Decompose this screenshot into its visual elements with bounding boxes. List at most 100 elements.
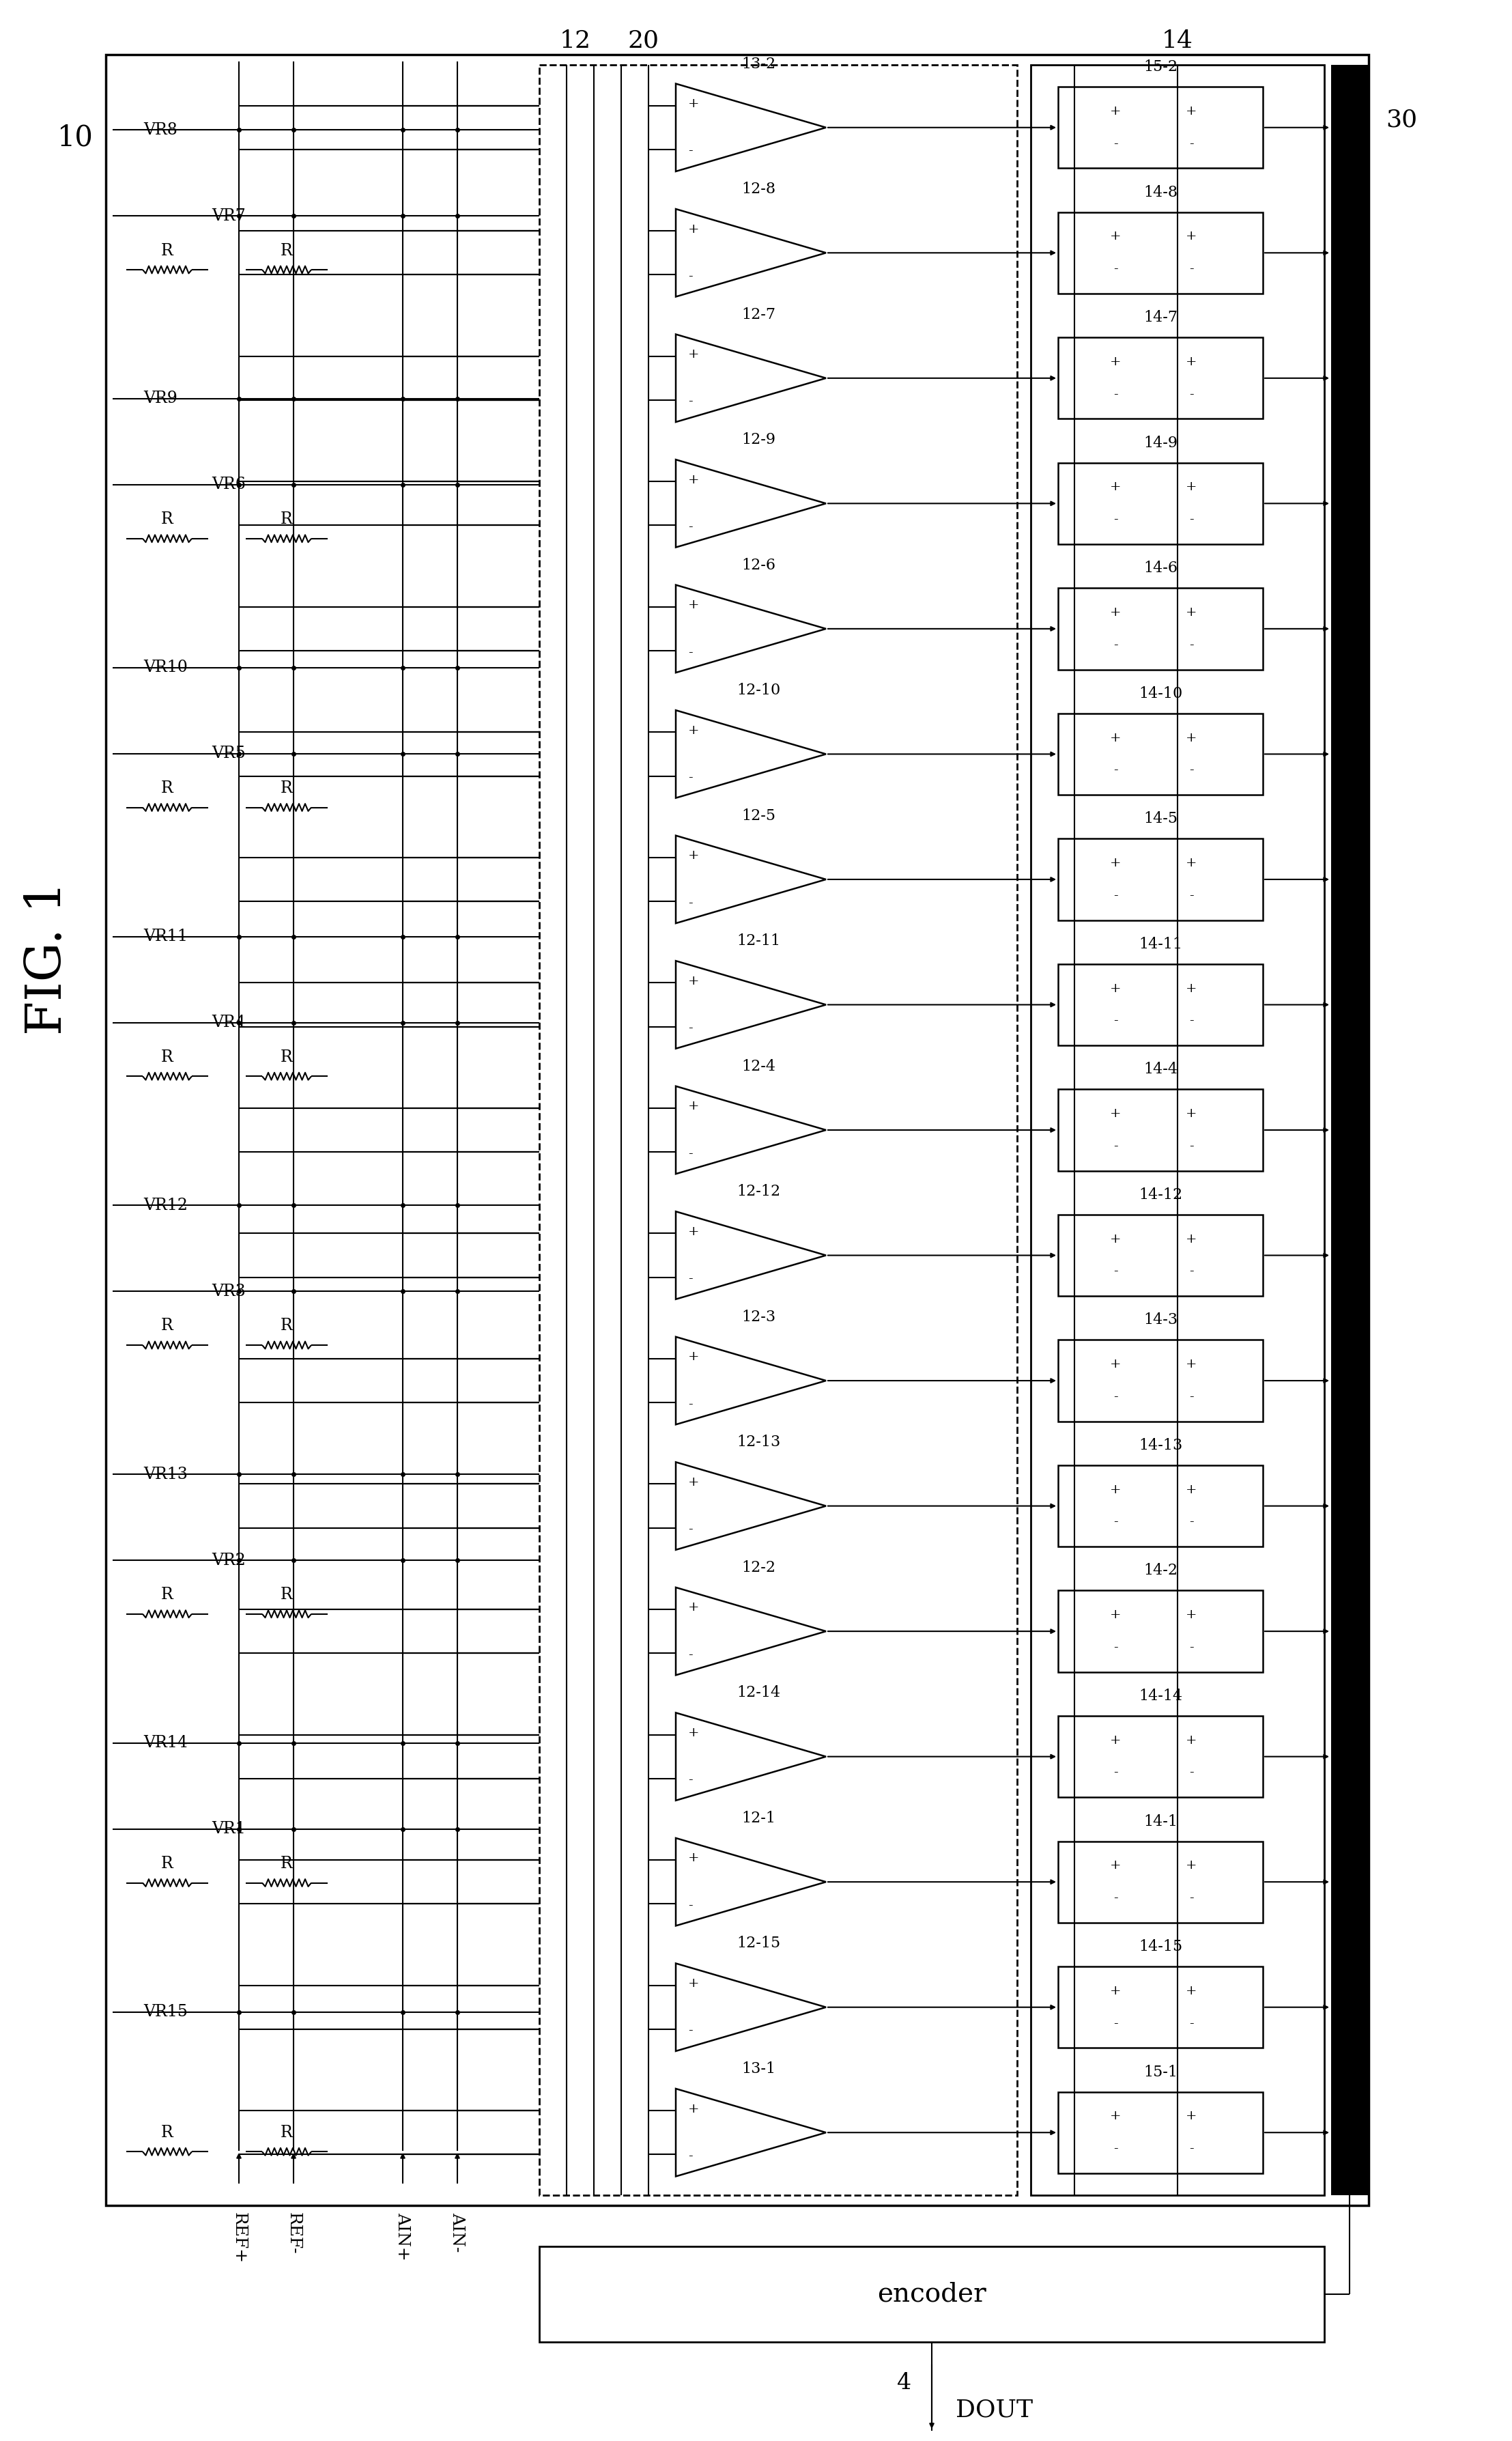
Text: 14-7: 14-7 bbox=[1143, 310, 1178, 325]
Text: -: - bbox=[1188, 2143, 1193, 2155]
Text: R: R bbox=[162, 242, 174, 259]
Text: -: - bbox=[688, 1523, 692, 1535]
Text: VR7: VR7 bbox=[212, 207, 245, 225]
Text: +: + bbox=[1185, 481, 1198, 493]
Text: -: - bbox=[688, 520, 692, 532]
Text: R: R bbox=[162, 1050, 174, 1064]
Text: -: - bbox=[1188, 2016, 1193, 2028]
Text: -: - bbox=[1188, 764, 1193, 776]
Bar bbox=[1058, 713, 1263, 796]
Text: +: + bbox=[1110, 1860, 1120, 1872]
Bar bbox=[1058, 1465, 1263, 1548]
Text: VR2: VR2 bbox=[212, 1552, 245, 1567]
Text: +: + bbox=[1185, 1357, 1198, 1369]
Text: +: + bbox=[1110, 1233, 1120, 1245]
Text: +: + bbox=[1110, 1357, 1120, 1369]
Text: VR4: VR4 bbox=[212, 1015, 245, 1030]
Text: VR10: VR10 bbox=[144, 659, 187, 676]
Text: -: - bbox=[1113, 640, 1117, 652]
Text: 15-1: 15-1 bbox=[1143, 2065, 1178, 2080]
Text: VR11: VR11 bbox=[144, 928, 187, 945]
Text: R: R bbox=[162, 513, 174, 527]
Text: +: + bbox=[1185, 2109, 1198, 2121]
Bar bbox=[1058, 1716, 1263, 1797]
Text: R: R bbox=[162, 1855, 174, 1872]
Bar bbox=[1058, 88, 1263, 168]
Text: -: - bbox=[688, 1023, 692, 1035]
Bar bbox=[1058, 1967, 1263, 2048]
Text: -: - bbox=[1113, 889, 1117, 901]
Text: -: - bbox=[1113, 513, 1117, 525]
Text: -: - bbox=[1188, 1640, 1193, 1653]
Text: VR12: VR12 bbox=[144, 1199, 187, 1213]
Bar bbox=[1058, 2092, 1263, 2172]
Bar bbox=[1058, 1216, 1263, 1296]
Text: +: + bbox=[1110, 857, 1120, 869]
Text: R: R bbox=[162, 781, 174, 796]
Bar bbox=[1058, 964, 1263, 1045]
Text: +: + bbox=[1185, 1484, 1198, 1496]
Text: R: R bbox=[281, 242, 293, 259]
Text: -: - bbox=[1188, 137, 1193, 149]
Text: REF+: REF+ bbox=[231, 2212, 246, 2263]
Text: -: - bbox=[688, 1648, 692, 1662]
Text: -: - bbox=[688, 1899, 692, 1911]
Text: -: - bbox=[688, 771, 692, 784]
Text: 12-4: 12-4 bbox=[741, 1059, 776, 1074]
Text: 12-3: 12-3 bbox=[741, 1308, 776, 1325]
Text: 12-13: 12-13 bbox=[736, 1435, 780, 1450]
Bar bbox=[1058, 464, 1263, 544]
Bar bbox=[1058, 840, 1263, 920]
Text: +: + bbox=[1185, 857, 1198, 869]
Text: -: - bbox=[1188, 1767, 1193, 1779]
Text: +: + bbox=[1185, 1985, 1198, 1997]
Text: 14-3: 14-3 bbox=[1143, 1313, 1178, 1328]
Text: +: + bbox=[688, 1225, 700, 1238]
Text: +: + bbox=[1185, 356, 1198, 369]
Text: -: - bbox=[1188, 640, 1193, 652]
Text: +: + bbox=[1185, 1233, 1198, 1245]
Text: -: - bbox=[1113, 1264, 1117, 1277]
Text: VR3: VR3 bbox=[212, 1284, 245, 1299]
Text: +: + bbox=[688, 598, 700, 610]
Text: +: + bbox=[1110, 229, 1120, 242]
Bar bbox=[1058, 1089, 1263, 1172]
Text: 14-5: 14-5 bbox=[1143, 810, 1178, 827]
Text: -: - bbox=[688, 2024, 692, 2038]
Text: -: - bbox=[1113, 1892, 1117, 1904]
Text: 20: 20 bbox=[627, 29, 659, 54]
Text: +: + bbox=[688, 1726, 700, 1738]
Text: 12-7: 12-7 bbox=[741, 308, 776, 322]
Bar bbox=[540, 2246, 1325, 2341]
Text: 14-9: 14-9 bbox=[1143, 434, 1178, 452]
Text: 12-14: 12-14 bbox=[736, 1684, 780, 1701]
Text: R: R bbox=[281, 2124, 293, 2141]
Text: 12-5: 12-5 bbox=[741, 808, 776, 823]
Text: 14-10: 14-10 bbox=[1139, 686, 1182, 701]
Text: -: - bbox=[1188, 1264, 1193, 1277]
Text: +: + bbox=[688, 349, 700, 361]
Text: R: R bbox=[281, 1318, 293, 1333]
Text: -: - bbox=[1188, 264, 1193, 276]
Text: -: - bbox=[688, 1775, 692, 1787]
Text: -: - bbox=[688, 1272, 692, 1284]
Text: R: R bbox=[281, 513, 293, 527]
Text: -: - bbox=[688, 647, 692, 659]
Text: -: - bbox=[1113, 2016, 1117, 2028]
Text: +: + bbox=[688, 1977, 700, 1989]
Text: 12-8: 12-8 bbox=[741, 181, 776, 198]
Bar bbox=[1058, 1841, 1263, 1924]
Text: 12: 12 bbox=[559, 29, 591, 54]
Text: 14-6: 14-6 bbox=[1143, 561, 1178, 576]
Text: +: + bbox=[688, 1853, 700, 1865]
Text: R: R bbox=[162, 1318, 174, 1333]
Text: 4: 4 bbox=[897, 2373, 912, 2395]
Text: VR5: VR5 bbox=[212, 747, 245, 762]
Text: -: - bbox=[1188, 889, 1193, 901]
Text: +: + bbox=[1185, 229, 1198, 242]
Text: -: - bbox=[1113, 1516, 1117, 1528]
Text: 14-13: 14-13 bbox=[1139, 1438, 1182, 1452]
Bar bbox=[1058, 337, 1263, 420]
Text: +: + bbox=[1185, 1609, 1198, 1621]
Text: FIG. 1: FIG. 1 bbox=[24, 881, 73, 1035]
